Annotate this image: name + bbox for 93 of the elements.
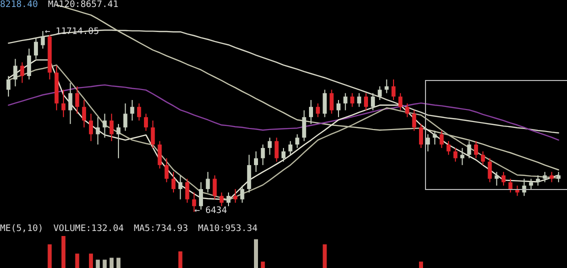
candlestick xyxy=(446,140,451,156)
candlestick xyxy=(130,100,134,122)
candlestick xyxy=(412,110,416,132)
candlestick xyxy=(206,171,210,193)
candlestick xyxy=(75,86,80,114)
candlestick xyxy=(198,182,203,210)
candlestick xyxy=(82,100,86,128)
candlestick xyxy=(343,92,348,111)
bar xyxy=(322,244,327,268)
annotation: MA120:8657.41 xyxy=(48,0,118,10)
text: ME(5,10) xyxy=(0,224,44,234)
candlestick xyxy=(254,150,258,172)
candlestick xyxy=(260,144,265,166)
text: VOLUME:132.04 xyxy=(53,224,124,234)
candlestick xyxy=(233,188,238,204)
candlestick xyxy=(171,171,176,193)
bar xyxy=(48,244,52,268)
bar xyxy=(75,254,80,268)
candlestick xyxy=(274,137,279,162)
candlestick xyxy=(440,130,444,148)
candlestick xyxy=(426,134,430,152)
candlestick xyxy=(137,102,142,122)
candlestick xyxy=(378,86,382,101)
candlestick xyxy=(330,89,334,114)
candlestick xyxy=(508,178,512,193)
candlestick xyxy=(550,171,554,183)
candlestick xyxy=(40,30,45,50)
candlestick xyxy=(34,38,38,60)
annotation: 8218.40 xyxy=(0,0,38,10)
candlestick xyxy=(467,140,472,159)
bar xyxy=(102,260,107,268)
candlestick xyxy=(488,158,492,183)
candlestick xyxy=(226,192,230,207)
candlestick xyxy=(192,192,196,212)
bar xyxy=(110,258,114,268)
candlestick xyxy=(20,62,24,84)
candlestick xyxy=(68,82,72,124)
candlestick xyxy=(240,185,244,204)
candlestick xyxy=(282,147,286,162)
annotation: ← 6434 xyxy=(194,206,228,216)
candlestick xyxy=(288,140,292,156)
candlestick xyxy=(110,113,114,142)
candlestick xyxy=(178,174,182,200)
text: MA10:953.34 xyxy=(198,224,258,234)
candlestick xyxy=(556,171,561,183)
candlestick xyxy=(27,48,32,80)
candlestick xyxy=(419,123,424,148)
candlestick xyxy=(529,178,534,190)
bar xyxy=(116,258,120,268)
candlestick xyxy=(247,154,252,193)
candlestick xyxy=(542,171,547,183)
candlestick xyxy=(322,89,327,118)
candlestick xyxy=(61,89,66,118)
candlestick xyxy=(116,123,120,159)
bar xyxy=(254,239,258,268)
candlestick xyxy=(150,120,155,148)
candlestick xyxy=(364,92,368,111)
bar xyxy=(419,262,424,268)
candlestick xyxy=(144,113,148,132)
bar xyxy=(96,260,100,268)
candlestick xyxy=(185,178,190,204)
candlestick xyxy=(13,58,18,87)
candlestick xyxy=(357,92,362,108)
candlestick xyxy=(502,171,506,186)
candlestick xyxy=(494,171,499,186)
candlestick xyxy=(398,92,402,111)
bar xyxy=(260,262,265,268)
candlestick xyxy=(295,134,300,148)
candlestick xyxy=(302,110,306,142)
candlestick xyxy=(453,147,458,162)
candlestick xyxy=(309,100,314,124)
candlestick xyxy=(164,158,169,183)
text: MA5:734.93 xyxy=(134,224,188,234)
candlestick xyxy=(6,76,10,98)
candlestick xyxy=(158,140,162,170)
candlestick xyxy=(88,113,93,142)
candlestick xyxy=(405,102,410,118)
candlestick xyxy=(392,78,396,101)
bar xyxy=(61,236,66,268)
candlestick xyxy=(123,102,128,132)
candlestick xyxy=(370,92,375,111)
candlestick xyxy=(350,92,354,108)
candlestick xyxy=(268,137,272,156)
candlestick xyxy=(96,116,100,146)
candlestick xyxy=(220,192,224,207)
candlestick xyxy=(102,113,107,138)
candlestick xyxy=(336,100,341,118)
candlestick xyxy=(316,102,320,118)
bar xyxy=(88,254,93,268)
candlestick xyxy=(474,140,478,159)
candlestick xyxy=(480,150,485,166)
bar xyxy=(178,251,182,268)
candlestick xyxy=(212,174,217,200)
